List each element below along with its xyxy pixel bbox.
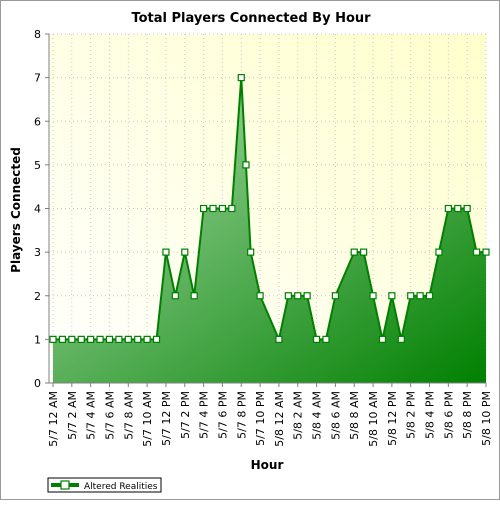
y-tick-label: 6 xyxy=(34,115,41,128)
y-tick-label: 5 xyxy=(34,159,41,172)
legend-box xyxy=(47,477,162,493)
legend-label: Altered Realities xyxy=(84,482,158,492)
data-point xyxy=(284,292,292,300)
y-tick-label: 2 xyxy=(34,290,41,303)
data-point xyxy=(190,292,198,300)
y-axis: 0 1 2 3 4 5 6 7 8 xyxy=(34,28,49,390)
data-point xyxy=(181,248,189,256)
x-tick-label: 5/7 12 PM xyxy=(160,391,173,446)
x-tick-label: 5/8 4 PM xyxy=(424,391,437,439)
data-point xyxy=(331,292,339,300)
x-tick-label: 5/8 10 PM xyxy=(480,391,493,446)
data-point xyxy=(96,335,104,343)
y-tick-label: 8 xyxy=(34,28,41,41)
data-point xyxy=(397,335,405,343)
x-tick-label: 5/8 2 AM xyxy=(292,391,305,440)
data-point xyxy=(416,292,424,300)
x-tick-label: 5/7 4 AM xyxy=(85,391,98,440)
x-tick-label: 5/8 8 PM xyxy=(461,391,474,439)
data-point xyxy=(152,335,161,343)
x-tick-label: 5/8 10 AM xyxy=(367,391,380,447)
y-tick-label: 0 xyxy=(34,377,41,390)
x-tick-label: 5/8 4 AM xyxy=(311,391,324,440)
x-tick-label: 5/8 12 PM xyxy=(386,391,399,446)
x-tick-label: 5/7 12 AM xyxy=(47,391,60,447)
data-point xyxy=(228,204,236,213)
chart-title: Total Players Connected By Hour xyxy=(131,11,371,26)
x-axis: 5/7 12 AM 5/7 2 AM 5/7 4 AM 5/7 6 AM 5/7 8 A… xyxy=(47,383,493,447)
data-point xyxy=(49,335,57,343)
data-point xyxy=(369,292,377,300)
data-point xyxy=(143,335,151,343)
data-point xyxy=(378,335,387,343)
data-point xyxy=(237,74,245,82)
data-point xyxy=(77,335,85,343)
x-tick-label: 5/7 2 AM xyxy=(66,391,79,440)
data-point xyxy=(209,204,217,213)
x-axis-label: Hour xyxy=(251,458,284,472)
x-tick-label: 5/7 2 PM xyxy=(179,391,192,439)
data-point xyxy=(275,335,283,343)
x-tick-label: 5/8 6 PM xyxy=(442,391,455,439)
y-axis-label: Players Connected xyxy=(9,147,23,273)
y-tick-label: 7 xyxy=(34,72,41,85)
data-point xyxy=(444,204,452,213)
data-point xyxy=(162,248,170,256)
data-point xyxy=(472,248,481,256)
series-line xyxy=(53,77,486,343)
data-point xyxy=(454,204,462,213)
data-point xyxy=(171,292,179,300)
y-tick-label: 1 xyxy=(34,333,41,346)
data-point xyxy=(115,335,123,343)
data-point xyxy=(200,204,208,213)
data-point xyxy=(218,204,227,213)
data-points xyxy=(49,74,490,343)
data-point xyxy=(68,335,76,343)
x-tick-label: 5/7 6 AM xyxy=(103,391,116,440)
y-tick-label: 4 xyxy=(34,203,41,216)
x-tick-label: 5/8 2 PM xyxy=(405,391,418,439)
data-point xyxy=(58,335,67,343)
x-tick-label: 5/7 6 PM xyxy=(216,391,229,439)
x-tick-label: 5/7 10 AM xyxy=(141,391,154,447)
data-point xyxy=(425,292,434,300)
data-point xyxy=(435,248,443,256)
data-point xyxy=(134,335,142,343)
x-tick-label: 5/7 8 PM xyxy=(235,391,248,439)
data-point xyxy=(407,292,415,300)
series-area xyxy=(53,77,486,383)
legend: Altered Realities xyxy=(47,477,162,493)
data-point xyxy=(105,335,114,343)
data-point xyxy=(312,335,321,343)
x-tick-label: 5/7 4 PM xyxy=(198,391,211,439)
data-point xyxy=(303,292,311,300)
data-point xyxy=(360,248,368,256)
data-point xyxy=(322,335,330,343)
data-point xyxy=(388,292,396,300)
x-tick-label: 5/7 10 PM xyxy=(254,391,267,446)
x-tick-label: 5/8 8 AM xyxy=(348,391,361,440)
data-point xyxy=(87,335,95,343)
data-point xyxy=(294,292,302,300)
x-tick-label: 5/8 6 AM xyxy=(329,391,342,440)
legend-marker-swatch xyxy=(60,480,70,490)
x-tick-label: 5/7 8 AM xyxy=(122,391,135,440)
data-point xyxy=(124,335,132,343)
data-point xyxy=(350,248,358,256)
data-point xyxy=(256,292,264,300)
x-tick-label: 5/8 12 AM xyxy=(273,391,286,447)
data-point xyxy=(247,248,255,256)
data-point xyxy=(482,248,490,256)
data-point xyxy=(242,161,250,169)
y-tick-label: 3 xyxy=(34,246,41,259)
data-point xyxy=(463,204,471,213)
